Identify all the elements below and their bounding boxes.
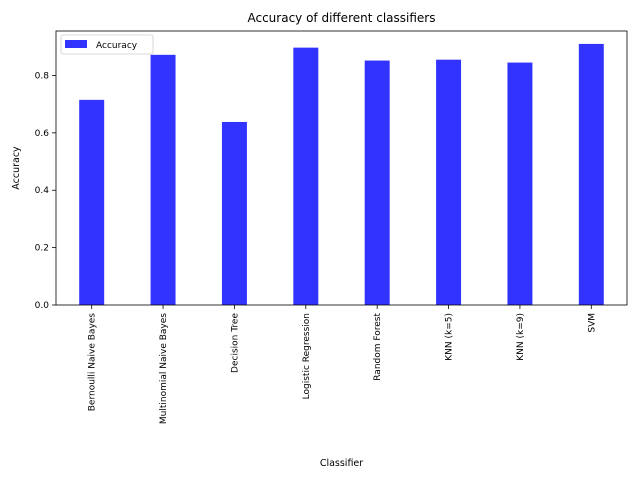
bar-7 — [578, 43, 604, 305]
bar-2 — [221, 121, 247, 306]
y-tick-label-2: 0.4 — [35, 186, 50, 196]
chart-title: Accuracy of different classifiers — [247, 11, 435, 25]
y-tick-label-1: 0.2 — [35, 244, 49, 254]
x-tick-label-2: Decision Tree — [230, 313, 240, 373]
y-axis: 0.0 0.2 0.4 0.6 0.8 — [35, 71, 56, 311]
legend-swatch — [65, 40, 87, 48]
y-tick-label-4: 0.8 — [35, 71, 50, 81]
plot-frame — [55, 30, 628, 306]
x-tick-label-4: Random Forest — [373, 313, 383, 381]
x-tick-label-5: KNN (k=5) — [445, 313, 455, 361]
y-tick-label-0: 0.0 — [35, 301, 50, 311]
x-axis-label: Classifier — [320, 458, 363, 469]
bar-3 — [293, 47, 319, 305]
bar-5 — [436, 59, 462, 305]
x-tick-label-7: SVM — [587, 313, 597, 333]
x-tick-label-1: Multinomial Naive Bayes — [159, 313, 169, 424]
bar-1 — [150, 54, 176, 305]
plot-area — [79, 43, 604, 306]
legend-label-accuracy: Accuracy — [96, 41, 138, 51]
x-axis: Bernoulli Naive Bayes Multinomial Naive B… — [88, 305, 597, 424]
y-axis-label: Accuracy — [11, 146, 22, 190]
legend: Accuracy — [60, 34, 154, 55]
bar-4 — [364, 60, 390, 305]
x-tick-label-6: KNN (k=9) — [516, 313, 526, 361]
legend-frame — [60, 34, 154, 55]
x-tick-label-0: Bernoulli Naive Bayes — [88, 313, 98, 412]
bar-0 — [79, 99, 105, 305]
y-tick-label-3: 0.6 — [35, 129, 50, 139]
x-tick-label-3: Logistic Regression — [302, 313, 312, 399]
bar-6 — [507, 62, 533, 305]
